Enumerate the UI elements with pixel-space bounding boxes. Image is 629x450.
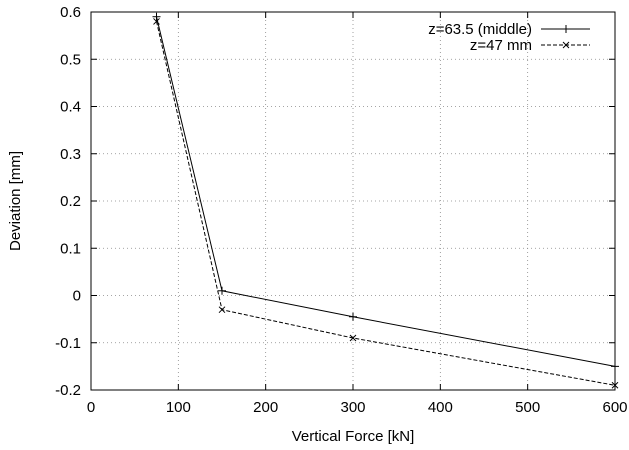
y-tick-label: 0.2 bbox=[60, 193, 81, 210]
legend-label: z=47 mm bbox=[470, 37, 532, 54]
y-tick-label: -0.2 bbox=[55, 382, 81, 399]
data-point-1 bbox=[218, 306, 226, 314]
x-tick-label: 300 bbox=[340, 399, 365, 416]
series-line-1 bbox=[156, 21, 616, 386]
x-tick-label: 400 bbox=[428, 399, 453, 416]
data-point-1 bbox=[153, 18, 160, 25]
y-tick-label: 0.4 bbox=[60, 99, 81, 116]
y-tick-label: -0.1 bbox=[55, 335, 81, 352]
y-axis-label: Deviation [mm] bbox=[7, 151, 24, 251]
data-point-0 bbox=[218, 286, 226, 295]
legend-label: z=63.5 (middle) bbox=[428, 21, 532, 38]
legend-marker bbox=[562, 25, 570, 33]
x-tick-label: 0 bbox=[87, 399, 95, 416]
data-point-1 bbox=[349, 334, 357, 342]
grid bbox=[91, 12, 615, 390]
y-tick-label: 0.1 bbox=[60, 240, 81, 257]
series-line-0 bbox=[156, 16, 616, 367]
series-layer bbox=[152, 12, 619, 389]
x-axis-label: Vertical Force [kN] bbox=[292, 428, 415, 445]
y-tick-label: 0 bbox=[73, 288, 81, 305]
ticks: 0 100 200 300 400 500 600 -0.2 -0.1 0 0.1 0.2 0.3 0.4… bbox=[55, 4, 627, 416]
data-point-0 bbox=[349, 312, 357, 321]
data-point-0 bbox=[152, 12, 161, 21]
x-tick-label: 500 bbox=[515, 399, 540, 416]
y-tick-label: 0.3 bbox=[60, 146, 81, 163]
x-tick-label: 600 bbox=[602, 399, 627, 416]
legend: z=63.5 (middle)z=47 mm bbox=[428, 21, 590, 54]
x-tick-label: 100 bbox=[166, 399, 191, 416]
y-tick-label: 0.6 bbox=[60, 4, 81, 21]
x-tick-label: 200 bbox=[253, 399, 278, 416]
y-tick-label: 0.5 bbox=[60, 51, 81, 68]
legend-marker bbox=[562, 41, 570, 49]
